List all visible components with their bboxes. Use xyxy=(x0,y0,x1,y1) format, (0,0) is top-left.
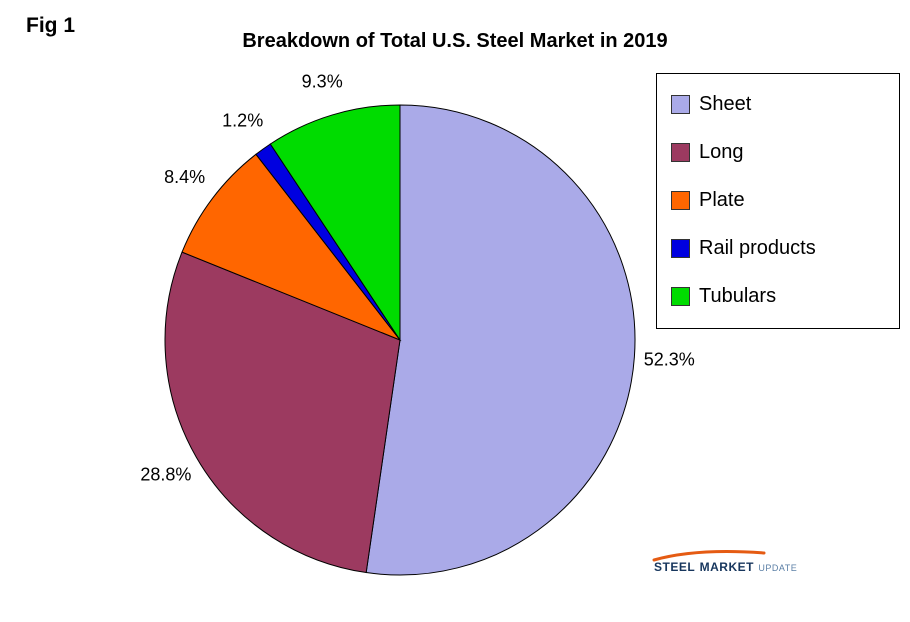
logo-swoosh-icon xyxy=(652,550,766,562)
legend-label: Long xyxy=(699,140,744,163)
logo-word-market: MARKET xyxy=(699,560,754,574)
legend-swatch xyxy=(671,238,690,258)
legend-item-sheet: Sheet xyxy=(671,89,899,119)
legend-label: Sheet xyxy=(699,92,752,115)
logo-word-steel: STEEL xyxy=(654,560,696,574)
chart-title: Breakdown of Total U.S. Steel Market in … xyxy=(242,30,668,52)
slice-percent-label: 8.4% xyxy=(164,167,205,187)
pie-slice-plate xyxy=(181,153,402,342)
slice-percent-label: 28.8% xyxy=(140,465,191,485)
legend-label: Tubulars xyxy=(699,284,777,307)
figure-number: Fig 1 xyxy=(26,14,76,37)
legend-item-tubulars: Tubulars xyxy=(671,281,899,311)
legend-item-long: Long xyxy=(671,137,899,167)
legend-label: Rail products xyxy=(699,236,816,259)
pie-slice-tubulars xyxy=(269,104,401,342)
slice-percent-label: 1.2% xyxy=(222,111,263,131)
legend-swatch xyxy=(671,94,690,114)
slice-percent-label: 52.3% xyxy=(644,350,695,370)
legend-item-plate: Plate xyxy=(671,185,899,215)
pie-slice-long xyxy=(164,251,401,574)
legend-swatch xyxy=(671,190,690,210)
logo-word-update: UPDATE xyxy=(758,563,798,573)
legend-swatch xyxy=(671,286,690,306)
legend: Sheet Long Plate Rail products Tubulars xyxy=(656,73,900,329)
pie-slice-sheet xyxy=(365,104,636,576)
legend-swatch xyxy=(671,142,690,162)
legend-item-rail-products: Rail products xyxy=(671,233,899,263)
legend-label: Plate xyxy=(699,188,745,211)
steel-market-update-logo: STEEL MARKET UPDATE xyxy=(652,550,802,576)
logo-text: STEEL MARKET UPDATE xyxy=(654,558,797,576)
slice-percent-label: 9.3% xyxy=(302,71,343,91)
